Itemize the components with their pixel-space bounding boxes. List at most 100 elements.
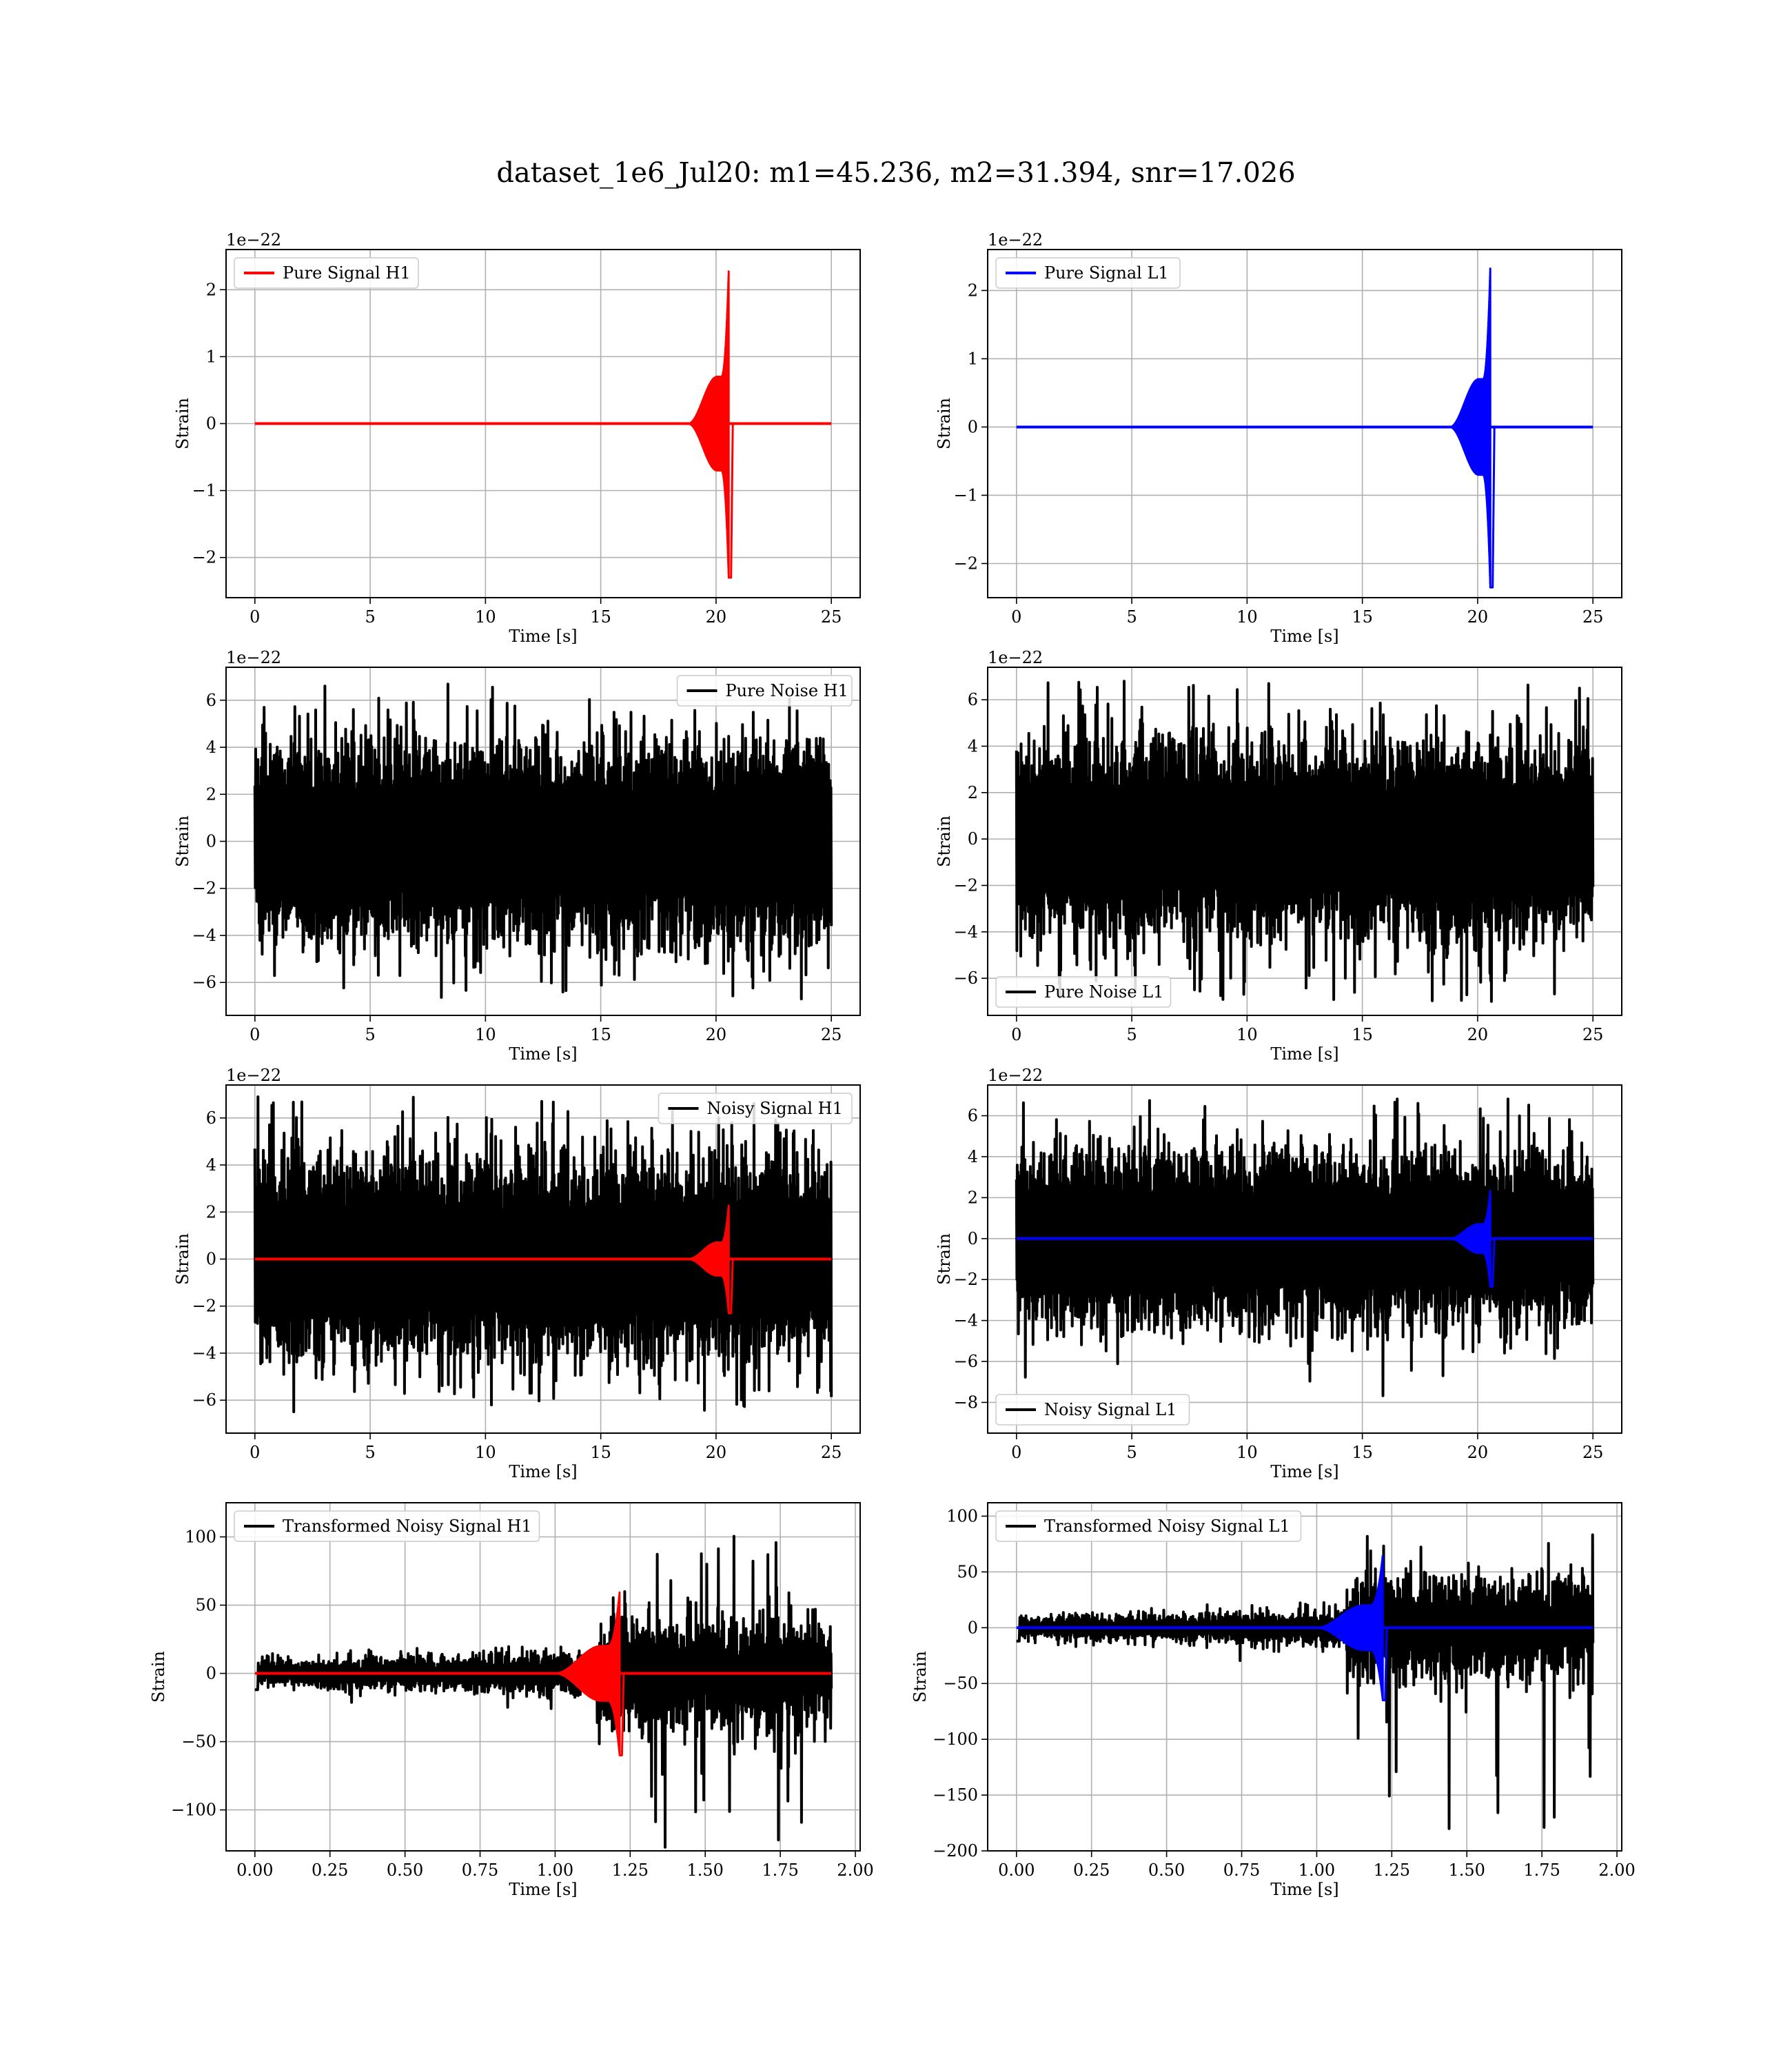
plot-area [253,1095,833,1414]
offset-text: 1e−22 [226,230,281,250]
y-tick-label: 0 [968,829,978,849]
y-tick-label: −50 [943,1674,978,1693]
legend-box [234,1510,540,1542]
plot-area [254,1534,833,1849]
x-tick-label: 5 [365,1025,375,1044]
y-tick-label: 0 [206,414,216,434]
x-tick-label: 2.00 [837,1861,873,1880]
y-axis-label: Strain [173,1233,192,1285]
x-tick-label: 10 [1236,1025,1258,1044]
legend: Transformed Noisy Signal L1 [995,1510,1302,1542]
x-tick-label: 1.75 [1523,1861,1560,1880]
legend: Noisy Signal H1 [658,1093,853,1124]
x-axis-label: Time [s] [509,1044,577,1064]
x-tick-label: 0 [1011,1025,1021,1044]
y-tick-label: 6 [968,690,978,709]
x-tick-label: 5 [365,1443,375,1462]
x-tick-label: 1.00 [1299,1861,1335,1880]
x-tick-label: 2.00 [1598,1861,1635,1880]
x-tick-label: 15 [590,1443,611,1462]
legend-box [995,976,1172,1008]
y-tick-label: −100 [933,1730,978,1749]
x-axis-label: Time [s] [1270,1462,1338,1481]
chirp-line [554,1591,625,1756]
y-tick-label: −2 [954,554,978,573]
chirp-line [687,1204,734,1315]
legend-label: Transformed Noisy Signal H1 [283,1517,532,1536]
x-tick-label: 15 [590,1025,611,1044]
chart-noisy-signal-l1: 0 5 10 15 20 25 −8 −6 −4 −2 0 2 4 6 Time [s] Strain 1e−2… [935,1066,1622,1481]
x-tick-label: 20 [1467,607,1489,627]
plot-area [1015,1097,1595,1397]
y-tick-label: 100 [185,1528,216,1547]
y-tick-label: 0 [206,1250,216,1269]
x-tick-label: 5 [1126,607,1137,627]
chart-pure-noise-l1: 0 5 10 15 20 25 −6 −4 −2 0 2 4 6 Time [s] Strain 1e−22 P… [935,648,1622,1064]
legend: Pure Noise L1 [995,976,1172,1008]
y-axis-label: Strain [910,1651,930,1703]
x-tick-label: 0.50 [1148,1861,1185,1880]
chart-transformed-noisy-signal-l1: 0.00 0.25 0.50 0.75 1.00 1.25 1.50 1.75 2.00 −200… [910,1502,1636,1899]
y-tick-label: −200 [933,1841,978,1861]
y-axis-label: Strain [173,398,192,449]
y-tick-label: 2 [206,784,216,804]
legend-label: Noisy Signal L1 [1044,1400,1177,1419]
x-tick-label: 0.75 [462,1861,498,1880]
x-tick-label: 0 [1011,607,1021,627]
axes-frame [987,1502,1622,1852]
y-tick-label: 1 [206,347,216,366]
legend-label: Pure Noise H1 [726,681,848,700]
y-tick-label: 2 [968,281,978,300]
legend-label: Pure Signal H1 [283,263,411,283]
y-tick-label: 4 [206,1155,216,1175]
x-tick-label: 15 [1352,1443,1373,1462]
y-tick-label: −2 [192,1297,216,1316]
x-tick-label: 10 [1236,1443,1258,1462]
y-tick-label: 0 [968,1618,978,1637]
chirp-line [1449,1190,1496,1288]
x-tick-label: 15 [1352,607,1373,627]
y-tick-label: 6 [968,1106,978,1126]
legend-label: Noisy Signal H1 [707,1099,843,1118]
legend: Pure Signal H1 [234,257,419,289]
x-axis-label: Time [s] [509,1880,577,1899]
x-tick-label: 10 [475,1025,496,1044]
plot-area [253,682,833,1001]
x-tick-label: 20 [1467,1443,1489,1462]
y-axis-label: Strain [935,815,954,867]
y-tick-label: −2 [192,879,216,898]
y-tick-label: 100 [946,1506,978,1525]
chart-transformed-noisy-signal-h1: 0.00 0.25 0.50 0.75 1.00 1.25 1.50 1.75 2.00 −100… [149,1502,874,1899]
chart-pure-noise-h1: 0 5 10 15 20 25 −6 −4 −2 0 2 4 6 Time [s] Strain 1e−22 P… [173,648,861,1064]
legend-label: Pure Signal L1 [1044,263,1169,283]
chart-pure-signal-l1: 0 5 10 15 20 25 −2 −1 0 1 2 Time [s] Strain 1e−22Pure… [935,230,1622,646]
x-tick-label: 25 [821,607,842,627]
x-tick-label: 25 [1582,1025,1604,1044]
y-axis-label: Strain [173,815,192,867]
legend: Noisy Signal L1 [995,1394,1190,1426]
series-line [253,682,833,1001]
plot-area [254,270,832,579]
offset-text: 1e−22 [226,1066,281,1085]
legend-label: Pure Noise L1 [1044,982,1163,1002]
x-tick-label: 0 [1011,1443,1021,1462]
y-tick-label: −1 [192,481,216,500]
y-tick-label: −1 [954,485,978,505]
x-tick-label: 10 [475,1443,496,1462]
x-tick-label: 0.75 [1223,1861,1260,1880]
y-tick-label: 6 [206,691,216,710]
y-tick-label: 0 [206,832,216,851]
x-tick-label: 0.25 [1073,1861,1110,1880]
y-tick-label: −100 [171,1801,216,1820]
x-tick-label: 1.25 [1374,1861,1410,1880]
y-tick-label: −2 [192,548,216,567]
plot-area [1015,680,1595,1003]
legend: Transformed Noisy Signal H1 [234,1510,540,1542]
x-tick-label: 20 [1467,1025,1489,1044]
series-line [1015,1097,1595,1397]
x-axis-label: Time [s] [1270,1880,1338,1899]
legend-box [995,1394,1190,1426]
x-tick-label: 0 [250,1443,260,1462]
y-tick-label: −6 [954,969,978,988]
x-axis-label: Time [s] [1270,1044,1338,1064]
